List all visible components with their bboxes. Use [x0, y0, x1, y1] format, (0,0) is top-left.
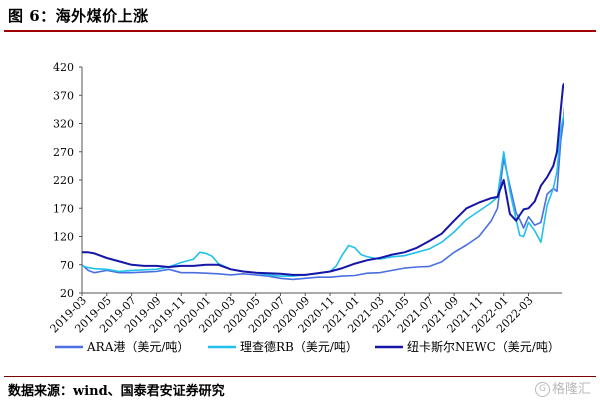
y-tick-label: 270 [53, 146, 74, 159]
x-axis-ticks: 2019-032019-052019-072019-092019-112020-… [48, 293, 536, 335]
legend-label: ARA港（美元/吨） [86, 340, 189, 354]
chart-legend: ARA港（美元/吨） 理查德RB（美元/吨） 纽卡斯尔NEWC（美元/吨） [55, 339, 560, 354]
series-line-2-rb [82, 113, 564, 277]
series-line-3-newc [82, 82, 564, 276]
legend-label: 纽卡斯尔NEWC（美元/吨） [407, 339, 560, 354]
title-rule [4, 30, 596, 32]
y-tick-label: 20 [60, 287, 74, 300]
legend-label: 理查德RB（美元/吨） [240, 339, 358, 354]
y-axis-ticks: 20 70 120 170 220 270 320 370 420 [53, 61, 82, 300]
series-line-1-ara [82, 104, 564, 281]
chart-series [82, 82, 564, 281]
y-tick-label: 320 [53, 118, 74, 131]
y-tick-label: 420 [53, 61, 74, 74]
g-logo-icon: G [535, 382, 550, 397]
watermark-text: 格隆汇 [552, 382, 592, 397]
y-tick-label: 170 [53, 202, 74, 215]
y-tick-label: 220 [53, 174, 74, 187]
y-tick-label: 70 [60, 259, 74, 272]
y-tick-label: 370 [53, 89, 74, 102]
figure-title: 图 6：海外煤价上涨 [8, 7, 149, 25]
data-source-note: 数据来源：wind、国泰君安证券研究 [8, 384, 225, 399]
y-tick-label: 120 [53, 231, 74, 244]
source-rule [4, 376, 596, 377]
chart-axes [81, 67, 562, 294]
watermark: G 格隆汇 [535, 378, 591, 397]
line-chart: 20 70 120 170 220 270 320 370 420 2019-032019-05… [48, 61, 564, 354]
